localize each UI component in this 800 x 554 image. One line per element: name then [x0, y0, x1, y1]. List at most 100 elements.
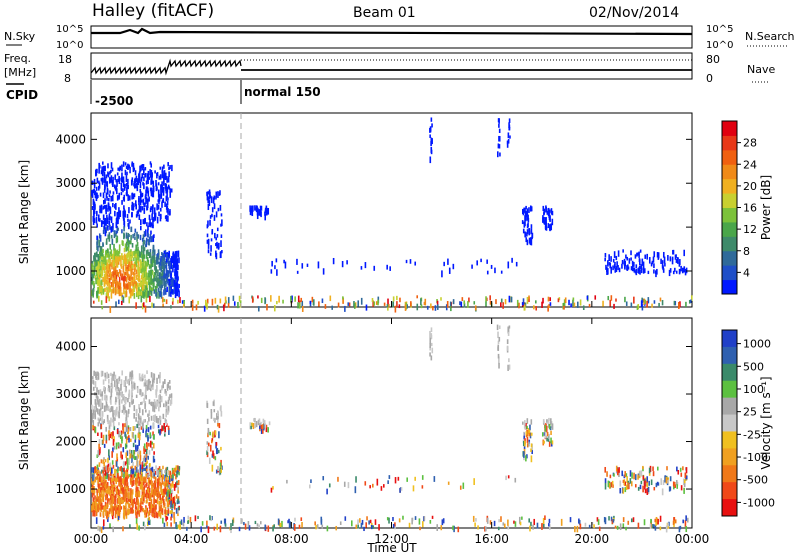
echo-mark [685, 267, 688, 274]
echo-mark [110, 372, 112, 377]
echo-mark [408, 522, 411, 528]
echo-mark [131, 243, 134, 248]
echo-mark [135, 394, 138, 398]
echo-mark [625, 301, 628, 306]
echo-mark [118, 376, 121, 382]
echo-mark [112, 484, 114, 490]
echo-mark [144, 229, 147, 237]
echo-mark [147, 383, 150, 387]
echo-mark [108, 198, 110, 202]
nsky-tick-top: 10^5 [56, 24, 83, 35]
echo-mark [507, 327, 510, 333]
echo-mark [217, 305, 220, 313]
echo-mark [110, 249, 113, 257]
echo-mark [107, 171, 109, 177]
echo-mark [335, 525, 338, 531]
echo-mark [140, 471, 143, 478]
echo-mark [197, 300, 199, 305]
echo-mark [108, 487, 110, 494]
echo-mark [122, 196, 125, 201]
echo-mark [665, 476, 668, 484]
echo-mark [159, 372, 161, 379]
echo-mark [107, 517, 109, 522]
echo-mark [154, 401, 156, 409]
echo-mark [633, 267, 636, 273]
echo-mark [129, 287, 131, 294]
echo-mark [150, 263, 152, 269]
echo-mark [273, 524, 276, 529]
echo-mark [144, 403, 146, 409]
echo-mark [544, 217, 547, 222]
echo-mark [260, 427, 263, 434]
echo-mark [106, 181, 108, 187]
echo-mark [103, 205, 106, 209]
echo-mark [99, 235, 102, 242]
echo-mark [112, 259, 115, 263]
echo-mark [140, 498, 142, 502]
echo-mark [662, 480, 665, 486]
echo-mark [96, 235, 98, 240]
echo-mark [653, 300, 656, 304]
echo-mark [119, 486, 122, 494]
echo-mark [91, 190, 93, 197]
echo-mark [129, 503, 131, 509]
echo-mark [129, 283, 131, 290]
echo-mark [463, 300, 466, 305]
echo-mark [124, 243, 127, 248]
echo-mark [148, 516, 150, 521]
echo-mark [124, 496, 126, 502]
echo-mark [105, 440, 108, 444]
echo-mark [98, 180, 100, 184]
echo-mark [570, 303, 572, 308]
echo-mark [252, 423, 255, 430]
echo-mark [294, 296, 296, 302]
echo-mark [637, 252, 639, 256]
echo-mark [93, 509, 95, 516]
echo-mark [206, 525, 208, 529]
echo-mark [100, 207, 103, 212]
echo-mark [113, 260, 116, 268]
echo-mark [125, 417, 128, 421]
echo-mark [159, 215, 162, 222]
echo-mark [147, 435, 149, 442]
echo-mark [150, 372, 153, 378]
echo-mark [149, 249, 152, 253]
echo-mark [138, 373, 141, 381]
echo-mark [145, 511, 147, 518]
echo-mark [607, 295, 610, 301]
echo-mark [450, 304, 452, 312]
echo-mark [176, 524, 178, 530]
echo-mark [150, 467, 153, 471]
echo-mark [165, 408, 168, 414]
echo-mark [145, 380, 148, 385]
echo-mark [166, 500, 169, 508]
echo-mark [103, 199, 105, 205]
echo-mark [112, 227, 114, 232]
echo-mark [200, 526, 202, 533]
echo-mark [507, 132, 510, 139]
echo-mark [542, 205, 545, 212]
echo-mark [163, 177, 165, 183]
echo-mark [142, 507, 145, 513]
echo-mark [119, 270, 122, 277]
echo-mark [151, 379, 154, 387]
echo-mark [99, 245, 102, 252]
echo-mark [272, 526, 274, 532]
echo-mark [162, 261, 164, 267]
echo-mark [95, 392, 98, 398]
echo-mark [674, 254, 677, 260]
echo-mark [674, 267, 676, 272]
echo-mark [656, 268, 658, 275]
echo-mark [621, 470, 624, 477]
echo-mark [133, 268, 136, 273]
echo-mark [498, 519, 500, 523]
echo-mark [277, 518, 280, 525]
echo-mark [117, 272, 120, 278]
echo-mark [116, 261, 118, 268]
echo-mark [217, 191, 219, 198]
echo-mark [210, 409, 213, 413]
echo-mark [219, 298, 222, 304]
echo-mark [133, 278, 136, 284]
echo-mark [518, 516, 521, 524]
echo-mark [168, 484, 171, 488]
